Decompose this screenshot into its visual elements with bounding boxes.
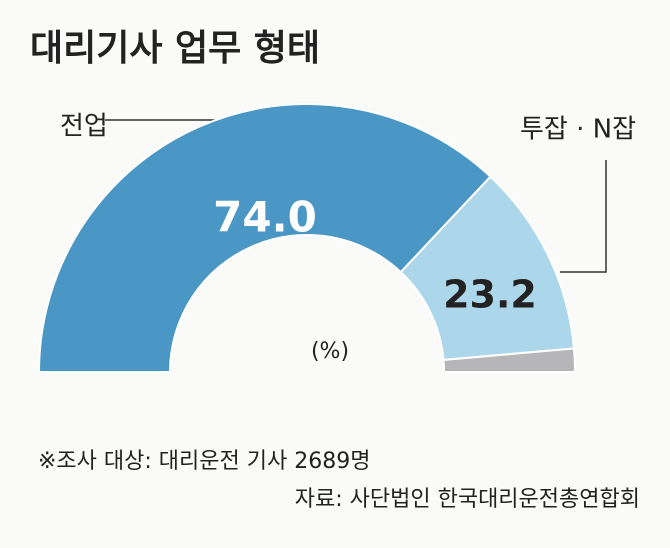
callout-line xyxy=(560,160,607,273)
donut-segment xyxy=(37,103,492,373)
donut-segment xyxy=(442,347,577,373)
source: 자료: 사단법인 한국대리운전총연합회 xyxy=(295,487,640,512)
unit-label: (%) xyxy=(311,339,349,364)
value-label: 23.2 xyxy=(443,273,537,317)
value-label: 74.0 xyxy=(213,193,317,242)
category-label: 투잡 · N잡 xyxy=(520,115,636,145)
chart-title: 대리기사 업무 형태 xyxy=(30,28,320,69)
category-label: 전업 xyxy=(60,112,108,142)
note: ※조사 대상: 대리운전 기사 2689명 xyxy=(38,449,370,474)
